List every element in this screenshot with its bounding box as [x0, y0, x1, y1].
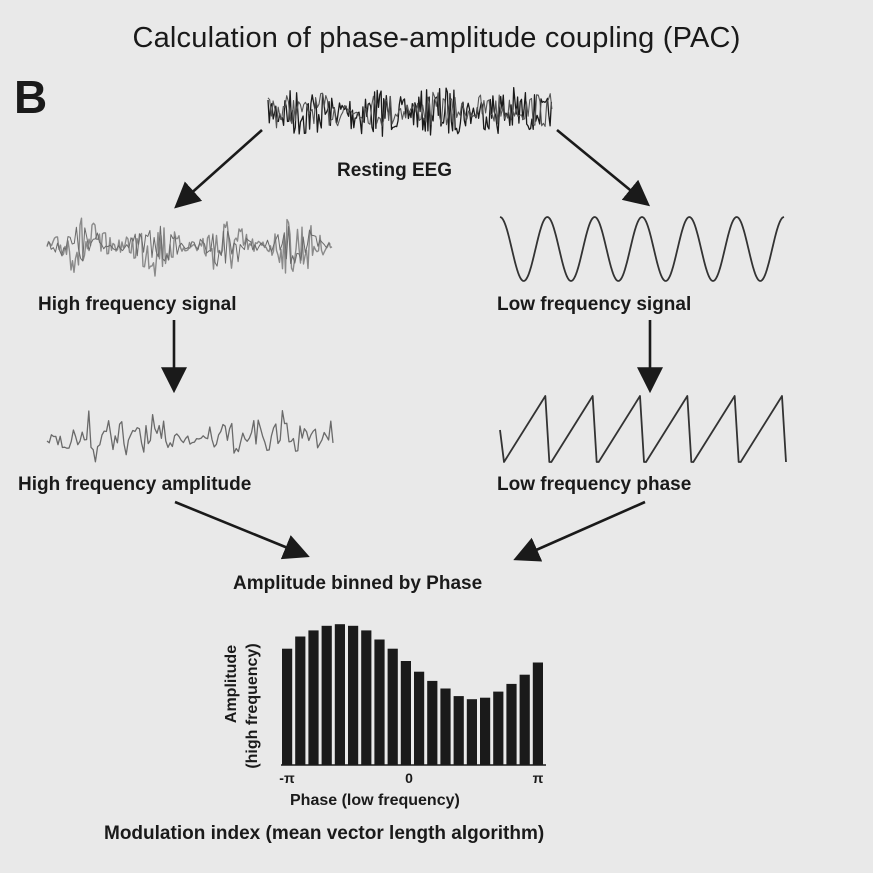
histogram-bar: [400, 661, 411, 765]
histogram-bar: [440, 688, 451, 765]
high-frequency-signal-trace: [46, 217, 333, 277]
histogram-bar: [374, 639, 385, 765]
binned-label: Amplitude binned by Phase: [233, 573, 483, 594]
histogram-bar: [493, 691, 504, 765]
histogram-bar: [308, 630, 319, 765]
arrow-eeg-to-low: [556, 128, 651, 207]
figure-title: Calculation of phase-amplitude coupling …: [132, 22, 741, 54]
arrow-eeg-to-high: [174, 129, 263, 209]
low-frequency-phase-label: Low frequency phase: [497, 474, 692, 495]
histogram-bar: [427, 680, 438, 766]
histogram-xlabel: Phase (low frequency): [290, 792, 460, 809]
panel-letter: B: [14, 71, 48, 123]
histogram-bar: [295, 636, 306, 765]
histogram-bar: [480, 697, 491, 765]
tick-label-pi: π: [532, 770, 544, 786]
arrow-phase-to-binned: [513, 500, 646, 562]
high-frequency-amplitude-label: High frequency amplitude: [18, 474, 252, 495]
histogram-bar: [532, 662, 543, 765]
histogram-bar: [506, 683, 517, 765]
hf-amplitude-line: [46, 410, 334, 463]
histogram-bar: [334, 624, 345, 765]
histogram-bar: [519, 674, 530, 765]
low-frequency-signal-trace: [499, 216, 785, 282]
resting-eeg-trace: [267, 86, 553, 137]
lf-sine-line: [499, 216, 785, 282]
histogram-bar: [282, 648, 293, 765]
tick-label-neg-pi: -π: [279, 770, 295, 786]
arrow-amplitude-to-binned: [174, 500, 310, 560]
low-frequency-phase-trace: [499, 395, 787, 463]
modulation-index-label: Modulation index (mean vector length alg…: [104, 823, 545, 844]
histogram-bar: [466, 699, 477, 765]
high-frequency-signal-label: High frequency signal: [38, 294, 237, 315]
histogram-bar: [348, 625, 359, 765]
low-frequency-signal-label: Low frequency signal: [497, 294, 692, 315]
eeg-line-2: [267, 91, 553, 129]
high-frequency-amplitude-trace: [46, 410, 334, 463]
tick-label-zero: 0: [405, 770, 413, 786]
resting-eeg-label: Resting EEG: [337, 160, 453, 181]
histogram-bar: [361, 630, 372, 765]
amplitude-histogram: [282, 624, 543, 766]
histogram-bar: [414, 671, 425, 765]
histogram-bar: [387, 648, 398, 765]
histogram-bar: [453, 696, 464, 765]
histogram-bar: [321, 625, 332, 765]
lf-phase-line: [499, 395, 787, 463]
hf-signal-line-2: [46, 225, 331, 267]
hf-signal-line: [46, 217, 333, 277]
